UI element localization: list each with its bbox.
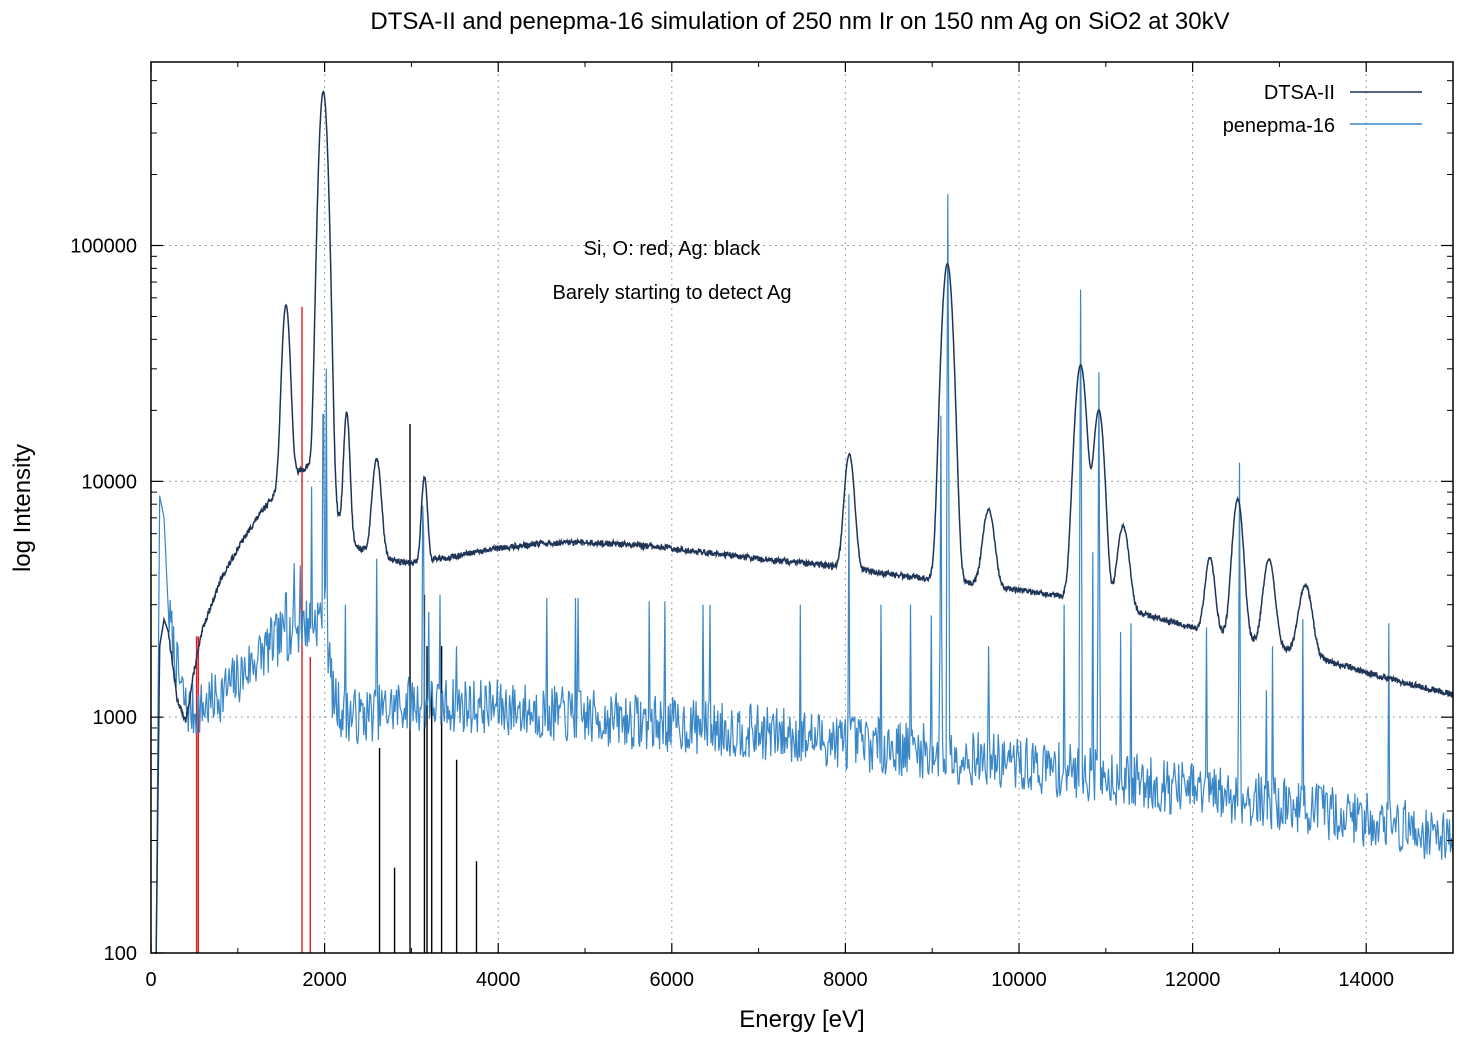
plot-frame xyxy=(150,61,1454,954)
series-dtsa-ii xyxy=(155,90,1454,954)
x-tick-label: 4000 xyxy=(476,969,521,991)
legend-label-dtsa: DTSA-II xyxy=(1264,82,1335,104)
legend-label-penepma: penepma-16 xyxy=(1223,115,1335,137)
annotation-detect: Barely starting to detect Ag xyxy=(552,282,791,304)
x-tick-label: 0 xyxy=(145,969,156,991)
x-tick-label: 6000 xyxy=(650,969,695,991)
chart-title: DTSA-II and penepma-16 simulation of 250… xyxy=(370,8,1229,35)
axis-ticks: 0 2000 4000 6000 8000 10000 12000 14000 100 1000 1… xyxy=(70,61,1453,991)
series-layer xyxy=(155,90,1454,954)
marker-lines xyxy=(195,306,478,953)
x-tick-label: 12000 xyxy=(1165,969,1221,991)
legend: DTSA-II penepma-16 xyxy=(1223,82,1422,137)
y-tick-label: 100000 xyxy=(70,236,137,258)
x-tick-label: 8000 xyxy=(823,969,868,991)
x-tick-label: 2000 xyxy=(302,969,347,991)
x-tick-label: 10000 xyxy=(991,969,1047,991)
y-axis-label: log Intensity xyxy=(9,444,36,572)
x-tick-label: 14000 xyxy=(1338,969,1394,991)
x-axis-label: Energy [eV] xyxy=(739,1006,864,1033)
y-tick-label: 1000 xyxy=(93,707,138,729)
series-penepma-16 xyxy=(155,194,1454,954)
y-tick-label: 10000 xyxy=(81,471,137,493)
y-tick-label: 100 xyxy=(104,943,137,965)
annotation-colors: Si, O: red, Ag: black xyxy=(584,238,762,260)
